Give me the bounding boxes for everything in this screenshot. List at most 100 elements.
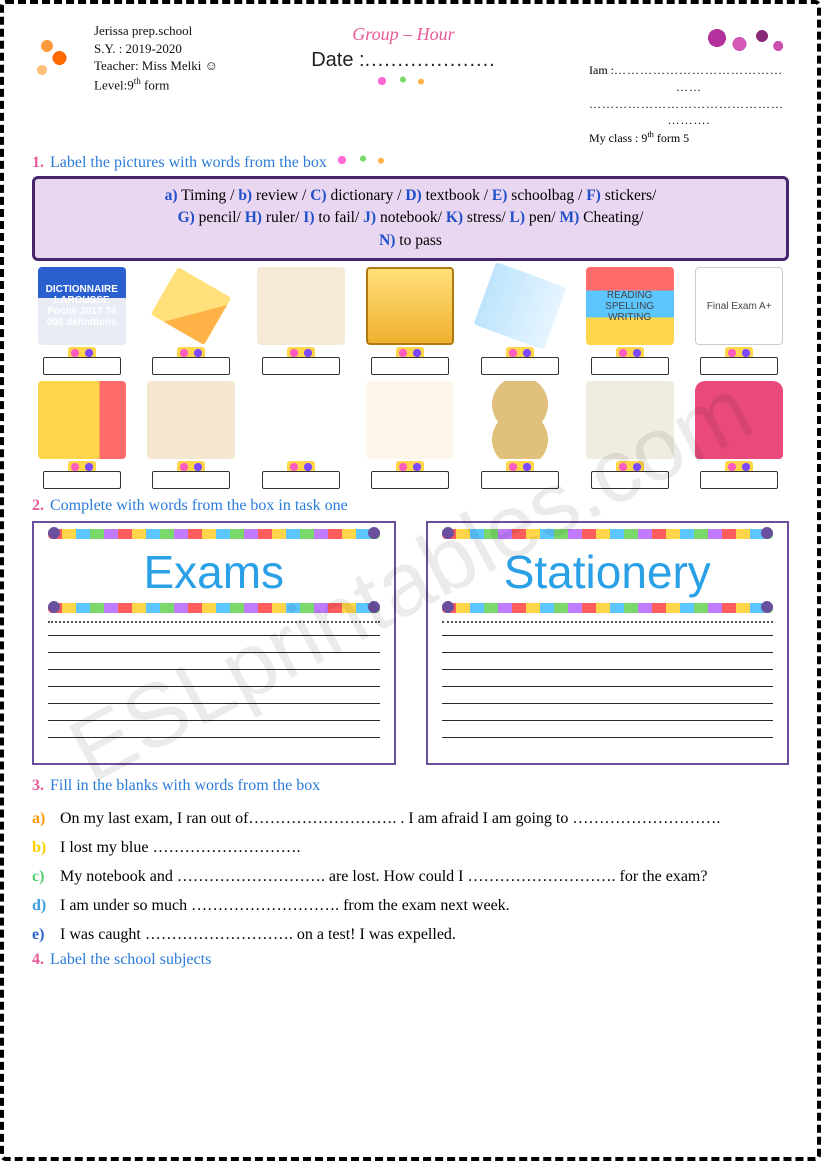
task3-text: Fill in the blanks with words from the b… (50, 777, 320, 795)
question-line: c)My notebook and ………………………. are lost. H… (32, 865, 789, 890)
pencil-bar-icon (442, 529, 774, 539)
pencil-bar-icon (442, 603, 774, 613)
iam-dots4: ………. (589, 112, 789, 129)
picture-schoolbag (689, 381, 789, 489)
flower-icon (333, 153, 393, 167)
label-slot (371, 461, 449, 489)
picture-notebook (361, 267, 461, 375)
header-right: Iam :………………………………… …… ……………………………………… ……… (589, 62, 789, 147)
picture-cheating (251, 267, 351, 375)
answer-box[interactable] (371, 471, 449, 489)
answer-box[interactable] (481, 471, 559, 489)
word-box: a) Timing / b) review / C) dictionary / … (32, 176, 789, 261)
label-slot (43, 461, 121, 489)
answer-box[interactable] (481, 357, 559, 375)
pencil-char-image (151, 267, 232, 345)
answer-box[interactable] (43, 471, 121, 489)
iam-dots3: ……………………………………… (589, 96, 789, 113)
iam-dots2: …… (589, 79, 789, 96)
answer-box[interactable] (152, 357, 230, 375)
exams-lines[interactable] (48, 619, 380, 749)
question-line: a) On my last exam, I ran out of………………………… (32, 807, 789, 832)
answer-box[interactable] (591, 471, 669, 489)
teacher: Teacher: Miss Melki ☺ (94, 57, 218, 75)
header-center: Group – Hour Date :.................... (230, 22, 577, 90)
timing-image (476, 381, 564, 459)
label-slot (152, 461, 230, 489)
task3-title: 3. Fill in the blanks with words from th… (32, 777, 789, 795)
flourish-left-icon (32, 22, 82, 102)
review-image (147, 381, 235, 459)
question-letter: c) (32, 865, 52, 890)
task4-title: 4. Label the school subjects (32, 951, 789, 969)
level: Level:9th form (94, 75, 218, 94)
answer-box[interactable] (371, 357, 449, 375)
answer-box[interactable] (262, 357, 340, 375)
task2-num: 2. (32, 497, 44, 515)
label-slot (481, 347, 559, 375)
notebook-image (366, 267, 454, 345)
picture-to-fail (361, 381, 461, 489)
label-slot (591, 347, 669, 375)
question-text: I am under so much ………………………. from the e… (60, 894, 789, 919)
label-slot (700, 461, 778, 489)
answer-box[interactable] (700, 357, 778, 375)
label-slot (700, 347, 778, 375)
question-line: e) I was caught ………………………. on a test! I w… (32, 923, 789, 948)
label-slot (591, 461, 669, 489)
picture-textbook: READING SPELLING WRITING (580, 267, 680, 375)
exams-title: Exams (48, 545, 380, 599)
question-letter: e) (32, 923, 52, 948)
picture-to-pass: Final Exam A+ (689, 267, 789, 375)
task4-num: 4. (32, 951, 44, 969)
picture-timing (470, 381, 570, 489)
question-text: I lost my blue ………………………. (60, 836, 789, 861)
answer-box[interactable] (262, 471, 340, 489)
exams-box: Exams (32, 521, 396, 765)
picture-stickers (251, 381, 351, 489)
question-letter: a) (32, 807, 52, 832)
pencil-image (38, 381, 126, 459)
two-column-area: Exams Stationery (32, 521, 789, 765)
task2-text: Complete with words from the box in task… (50, 497, 348, 515)
dictionary-image: DICTIONNAIRE LAROUSSE Poche 2017 74 000 … (38, 267, 126, 345)
answer-box[interactable] (700, 471, 778, 489)
picture-pencil (32, 381, 132, 489)
question-line: b)I lost my blue ………………………. (32, 836, 789, 861)
label-slot (262, 347, 340, 375)
pencil-bar-icon (48, 603, 380, 613)
header-left: Jerissa prep.school S.Y. : 2019-2020 Tea… (94, 22, 218, 94)
question-text: I was caught ………………………. on a test! I was… (60, 923, 789, 948)
stationery-title: Stationery (442, 545, 774, 599)
task1-num: 1. (32, 154, 44, 172)
answer-box[interactable] (591, 357, 669, 375)
header: Jerissa prep.school S.Y. : 2019-2020 Tea… (32, 22, 789, 147)
picture-dictionary: DICTIONNAIRE LAROUSSE Poche 2017 74 000 … (32, 267, 132, 375)
group-hour: Group – Hour (230, 24, 577, 45)
stationery-lines[interactable] (442, 619, 774, 749)
task3-num: 3. (32, 777, 44, 795)
stickers-image (257, 381, 345, 459)
picture-ruler (470, 267, 570, 375)
picture-review (142, 381, 242, 489)
picture-pencil-char (142, 267, 242, 375)
school-name: Jerissa prep.school (94, 22, 218, 40)
to-fail-image (366, 381, 454, 459)
question-letter: d) (32, 894, 52, 919)
label-slot (371, 347, 449, 375)
label-slot (152, 347, 230, 375)
answer-box[interactable] (43, 357, 121, 375)
picture-grid: DICTIONNAIRE LAROUSSE Poche 2017 74 000 … (32, 267, 789, 489)
task3-questions: a) On my last exam, I ran out of………………………… (32, 807, 789, 947)
task1-title: 1. Label the pictures with words from th… (32, 153, 789, 172)
cheating-image (257, 267, 345, 345)
worksheet-page: ESLprintables.com Jerissa prep.school S.… (0, 0, 821, 1161)
answer-box[interactable] (152, 471, 230, 489)
iam-line: Iam :………………………………… (589, 62, 789, 79)
task4-text: Label the school subjects (50, 951, 211, 969)
picture-stress (580, 381, 680, 489)
question-text: On my last exam, I ran out of………………………. … (60, 807, 789, 832)
butterfly-icon (373, 74, 433, 88)
stationery-box: Stationery (426, 521, 790, 765)
pencil-bar-icon (48, 529, 380, 539)
